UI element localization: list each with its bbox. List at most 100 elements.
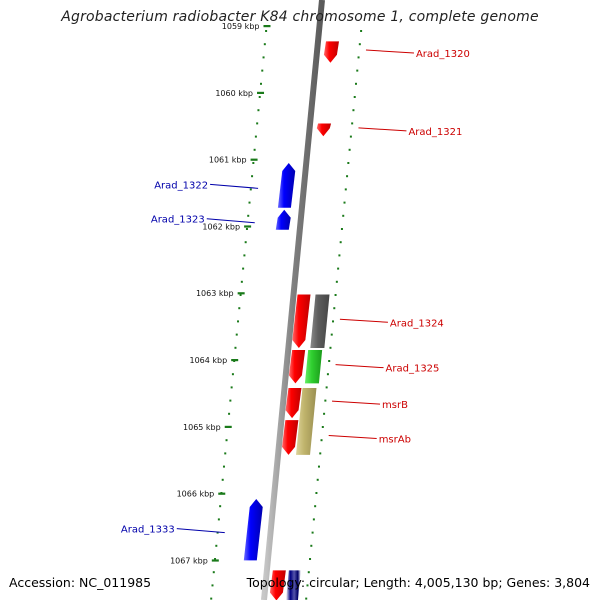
outer-tick <box>210 597 213 600</box>
inner-tick <box>329 346 332 349</box>
inner-tick <box>343 201 346 204</box>
gene-label: Arad_1320 <box>416 49 470 60</box>
genome-info-text: Topology: circular; Length: 4,005,130 bp… <box>246 575 590 590</box>
outer-tick <box>239 294 242 296</box>
gene-label: Arad_1325 <box>386 364 440 375</box>
genes-layer <box>243 41 340 600</box>
outer-tick <box>216 531 219 534</box>
outer-tick <box>217 518 220 521</box>
inner-tick <box>323 412 326 415</box>
inner-tick <box>348 148 351 151</box>
kbp-scale: 1059 kbp 1060 kbp 1061 kbp 1062 kbp 1063 kbp… <box>170 22 271 565</box>
outer-tick <box>240 280 243 283</box>
inner-tick <box>349 135 352 138</box>
inner-tick <box>306 584 309 587</box>
gene-label-leader <box>331 400 381 405</box>
outer-tick <box>262 56 265 59</box>
kbp-label: 1059 kbp <box>222 22 260 31</box>
gene-label-leader <box>339 318 388 323</box>
gene-Arad_1324 <box>310 294 330 348</box>
inner-tick <box>334 294 337 296</box>
kbp-label: 1065 kbp <box>183 423 221 432</box>
inner-tick <box>309 558 312 560</box>
outer-tick <box>214 558 217 560</box>
kbp-tick <box>237 292 245 295</box>
gene-label: Arad_1324 <box>390 318 444 329</box>
outer-tick <box>252 162 255 164</box>
outer-tick <box>254 135 257 138</box>
gene-Arad_1325 <box>304 349 323 384</box>
inner-tick <box>332 320 335 323</box>
gene-unnamed-6 <box>288 349 306 384</box>
outer-tick <box>222 465 225 468</box>
outer-tick <box>225 439 228 442</box>
kbp-tick <box>263 25 271 28</box>
outer-tick <box>234 346 237 349</box>
inner-tick <box>319 452 322 455</box>
outer-tick <box>249 188 252 191</box>
gene-Arad_1320 <box>323 41 340 63</box>
outer-tick <box>253 148 256 151</box>
gene-label: msrAb <box>379 434 411 445</box>
gene-label: Arad_1333 <box>121 525 175 536</box>
outer-tick <box>224 452 227 455</box>
kbp-label: 1063 kbp <box>196 289 234 298</box>
gene-unnamed-4 <box>292 294 311 348</box>
outer-tick <box>228 412 231 415</box>
outer-tick <box>221 478 224 481</box>
inner-tick <box>335 280 338 283</box>
gene-label-leader <box>206 218 255 224</box>
gene-msrAb <box>282 420 299 455</box>
gene-Arad_1322 <box>277 162 296 208</box>
inner-tick <box>354 82 357 85</box>
kbp-label: 1060 kbp <box>215 89 253 98</box>
kbp-label: 1062 kbp <box>202 222 240 231</box>
gene-Arad_1323 <box>275 209 291 230</box>
gene-unnamed-12 <box>269 570 286 600</box>
gene-Arad_1321 <box>316 123 332 137</box>
outer-tick <box>242 267 245 270</box>
kbp-tick <box>231 359 239 362</box>
kbp-tick <box>257 91 265 94</box>
kbp-tick <box>250 158 258 161</box>
outer-tick <box>211 584 214 587</box>
inner-tick <box>317 465 320 468</box>
inner-tick <box>330 333 333 336</box>
inner-tick <box>339 241 342 244</box>
inner-tick <box>316 478 319 481</box>
inner-tick <box>352 109 355 112</box>
outer-tick <box>245 228 248 230</box>
inner-tick <box>315 492 318 494</box>
inner-tick <box>307 571 310 574</box>
outer-tick <box>215 544 218 547</box>
chromosome-backbone <box>261 0 325 600</box>
gene-label-leader <box>365 49 414 54</box>
inner-tick <box>328 360 331 362</box>
kbp-label: 1067 kbp <box>170 556 208 565</box>
outer-tick <box>235 333 238 336</box>
inner-tick <box>347 162 350 164</box>
gene-unnamed-10 <box>296 388 317 455</box>
kbp-label: 1064 kbp <box>189 356 227 365</box>
kbp-tick <box>224 425 232 428</box>
gene-labels: Arad_1320 Arad_1321 Arad_1322 Arad_1323 Arad… <box>121 49 470 536</box>
inner-tick <box>310 544 313 547</box>
gene-label: Arad_1323 <box>151 215 205 226</box>
outer-tick <box>230 386 233 389</box>
inner-tick <box>337 267 340 270</box>
inner-tick <box>342 214 345 217</box>
outer-tick <box>212 571 215 574</box>
kbp-tick <box>218 492 226 495</box>
inner-tick <box>311 531 314 534</box>
outer-tick <box>238 307 241 310</box>
inner-tick <box>314 505 317 508</box>
outer-tick <box>261 69 264 72</box>
inner-tick <box>325 386 328 389</box>
inner-tick <box>344 188 347 191</box>
kbp-tick <box>211 559 219 562</box>
kbp-label: 1061 kbp <box>209 156 247 165</box>
inner-tick <box>320 439 323 442</box>
gene-Arad_1333 <box>243 498 263 561</box>
inner-tick <box>356 69 359 72</box>
